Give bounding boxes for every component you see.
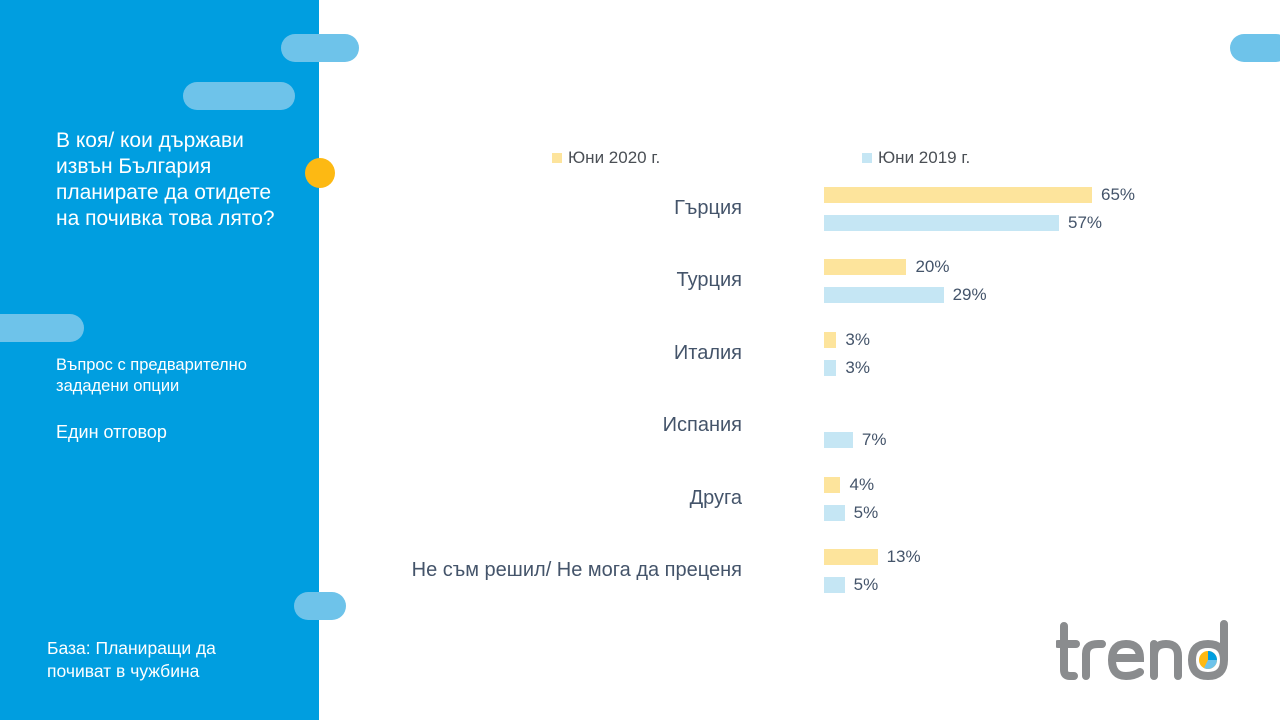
bar-2020: [824, 549, 878, 565]
legend-item-2019: Юни 2019 г.: [862, 148, 970, 168]
data-label: 65%: [1101, 185, 1136, 204]
decor-pill: [1230, 34, 1280, 62]
sidebar-panel: [0, 0, 319, 720]
decor-pill: [0, 314, 84, 342]
data-label: 20%: [915, 257, 950, 277]
legend-swatch: [552, 153, 562, 163]
bar-2020: [824, 476, 841, 493]
category-label: Италия: [673, 341, 742, 364]
bar-2020: [824, 331, 837, 348]
data-label: 13%: [886, 547, 921, 566]
category-label: Не съм решил/ Не мога да преценя: [411, 559, 742, 581]
data-label: 57%: [1068, 213, 1103, 232]
bar-2020: [824, 259, 907, 276]
bar-2019: [824, 359, 837, 376]
legend-label: Юни 2020 г.: [568, 148, 661, 167]
accent-dot: [305, 158, 335, 188]
category-label: Гърция: [674, 197, 742, 219]
data-label: 7%: [861, 430, 887, 450]
decor-pill: [281, 34, 359, 62]
category-label: Друга: [689, 486, 742, 509]
legend-item-2020: Юни 2020 г.: [552, 148, 660, 168]
decor-pill: [183, 82, 295, 110]
bar-2019: [824, 215, 1059, 231]
data-label: 5%: [853, 502, 879, 522]
category-label: Турция: [676, 269, 742, 292]
pie-icon: [1199, 651, 1217, 669]
bar-2019: [824, 577, 845, 593]
data-label: 4%: [849, 474, 875, 494]
data-label: 29%: [952, 285, 987, 305]
question-text: В коя/ кои държави извън България планир…: [56, 129, 275, 230]
data-label: 3%: [845, 329, 870, 349]
answer-type-text: Един отговор: [56, 422, 167, 442]
data-label: 3%: [845, 357, 870, 377]
legend-swatch: [862, 153, 872, 163]
data-label: 5%: [853, 575, 879, 594]
question-type-text: Въпрос с предварително зададени опции: [56, 356, 247, 395]
base-text: База: Планиращи да почиват в чужбина: [47, 638, 216, 681]
bar-2019: [824, 504, 845, 521]
bar-2020: [824, 187, 1092, 203]
legend-label: Юни 2019 г.: [878, 148, 971, 167]
bar-2019: [824, 287, 944, 304]
decor-pill: [294, 592, 346, 620]
trend-logo: [1056, 620, 1228, 681]
bar-2019: [824, 432, 853, 449]
category-label: Испания: [662, 414, 742, 437]
